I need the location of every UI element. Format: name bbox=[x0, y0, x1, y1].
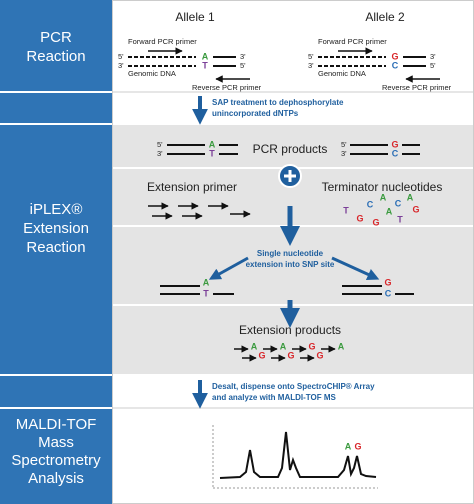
step-text: Single nucleotide bbox=[257, 249, 324, 258]
sidebar-label: Analysis bbox=[28, 470, 84, 487]
nucleotide: G bbox=[391, 51, 398, 61]
nucleotide: A bbox=[251, 341, 258, 351]
sidebar-label: PCR bbox=[40, 29, 72, 46]
nucleotide: A bbox=[203, 277, 210, 287]
nucleotide: G bbox=[258, 350, 265, 360]
step-text: SAP treatment to dephosphorylate bbox=[212, 98, 344, 107]
terminator: G bbox=[412, 204, 419, 214]
end-label: 3' bbox=[240, 52, 246, 61]
primers bbox=[148, 202, 251, 220]
end-label: 3' bbox=[308, 61, 314, 70]
end-label: 5' bbox=[341, 140, 347, 149]
terminator: T bbox=[343, 205, 349, 215]
nucleotide: T bbox=[209, 148, 215, 158]
sidebar bbox=[0, 0, 112, 504]
terminator: A bbox=[407, 192, 414, 202]
primer-label: Forward PCR primer bbox=[128, 37, 197, 46]
terminator: G bbox=[372, 217, 379, 227]
terminator: T bbox=[397, 214, 403, 224]
section-label: Terminator nucleotides bbox=[322, 180, 443, 194]
nucleotide: T bbox=[203, 288, 209, 298]
end-label: 5' bbox=[157, 140, 163, 149]
allele-title: Allele 1 bbox=[175, 10, 215, 24]
peak-label: A bbox=[345, 441, 352, 451]
terminator: C bbox=[395, 198, 402, 208]
sidebar-label: Extension bbox=[23, 220, 89, 237]
nucleotide: A bbox=[338, 341, 345, 351]
nucleotide: G bbox=[287, 350, 294, 360]
step-text: and analyze with MALDI-TOF MS bbox=[212, 393, 337, 402]
nucleotide: G bbox=[316, 350, 323, 360]
sidebar-label: iPLEX® bbox=[30, 201, 83, 218]
end-label: 3' bbox=[118, 61, 124, 70]
step-text: Desalt, dispense onto SpectroCHIP® Array bbox=[212, 382, 375, 391]
sidebar-label: Reaction bbox=[26, 48, 85, 65]
end-label: 5' bbox=[430, 61, 436, 70]
terminator: G bbox=[356, 213, 363, 223]
extension-products: A A G AG G G bbox=[234, 341, 345, 362]
allele: Allele 1 Forward PCR primer 5' A 3' 3' T… bbox=[118, 10, 262, 92]
step-text: extension into SNP site bbox=[246, 260, 335, 269]
end-label: 3' bbox=[430, 52, 436, 61]
section-label: PCR products bbox=[253, 142, 328, 156]
dna-label: Genomic DNA bbox=[318, 69, 366, 78]
terminator: A bbox=[380, 192, 387, 202]
sidebar-label: Spectrometry bbox=[11, 452, 101, 469]
nucleotide: G bbox=[308, 341, 315, 351]
end-label: 5' bbox=[118, 52, 124, 61]
primer-label: Reverse PCR primer bbox=[192, 83, 262, 92]
nucleotide: C bbox=[385, 288, 392, 298]
nucleotide: C bbox=[392, 60, 399, 70]
spectrum bbox=[219, 431, 377, 479]
primer-label: Forward PCR primer bbox=[318, 37, 387, 46]
nucleotide: G bbox=[391, 139, 398, 149]
allele-title: Allele 2 bbox=[365, 10, 405, 24]
end-label: 5' bbox=[308, 52, 314, 61]
allele: Allele 2 Forward PCR primer 5' G 3' 3' C… bbox=[308, 10, 452, 92]
nucleotide: C bbox=[392, 148, 399, 158]
sidebar-label: Mass bbox=[38, 434, 74, 451]
terminator: A bbox=[386, 206, 393, 216]
nucleotide: T bbox=[202, 60, 208, 70]
section-label: Extension primer bbox=[147, 180, 237, 194]
end-label: 5' bbox=[240, 61, 246, 70]
end-label: 3' bbox=[341, 149, 347, 158]
nucleotide: A bbox=[280, 341, 287, 351]
sidebar-label: Reaction bbox=[26, 239, 85, 256]
nucleotide: A bbox=[202, 51, 209, 61]
peak-label: G bbox=[354, 441, 361, 451]
sidebar-label: MALDI-TOF bbox=[16, 416, 97, 433]
terminator: C bbox=[367, 199, 374, 209]
nucleotide: A bbox=[209, 139, 216, 149]
nucleotide: G bbox=[384, 277, 391, 287]
dna-label: Genomic DNA bbox=[128, 69, 176, 78]
section-label: Extension products bbox=[239, 323, 341, 337]
step-text: unincorporated dNTPs bbox=[212, 109, 299, 118]
end-label: 3' bbox=[157, 149, 163, 158]
primer-label: Reverse PCR primer bbox=[382, 83, 452, 92]
